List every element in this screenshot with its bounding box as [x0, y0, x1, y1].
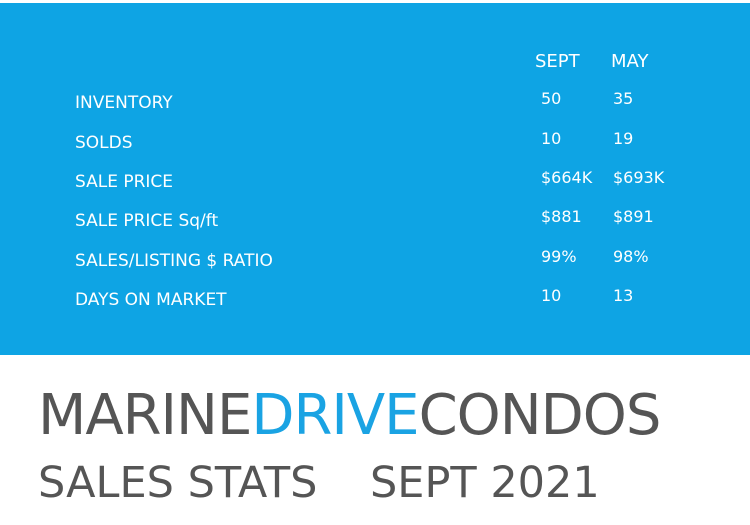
- row-label: DAYS ON MARKET: [75, 290, 227, 310]
- title: MARINEDRIVECONDOS: [38, 383, 662, 448]
- cell-value: 19: [613, 129, 634, 148]
- cell-value: 10: [541, 129, 562, 148]
- cell-value: 98%: [613, 247, 649, 266]
- cell-value: 50: [541, 89, 562, 108]
- date: SEPT 2021: [370, 458, 600, 508]
- row-label: SOLDS: [75, 133, 133, 153]
- subtitle: SALES STATS: [38, 458, 318, 508]
- cell-value: 13: [613, 286, 634, 305]
- title-part: DRIVE: [251, 383, 419, 448]
- title-part: CONDOS: [418, 383, 662, 448]
- column-header: SEPT: [535, 51, 580, 72]
- row-label: SALES/LISTING $ RATIO: [75, 251, 273, 271]
- cell-value: $881: [541, 207, 582, 226]
- cell-value: $664K: [541, 168, 593, 187]
- cell-value: 10: [541, 286, 562, 305]
- cell-value: $891: [613, 207, 654, 226]
- cell-value: $693K: [613, 168, 665, 187]
- column-header: MAY: [611, 51, 649, 72]
- cell-value: 99%: [541, 247, 577, 266]
- cell-value: 35: [613, 89, 634, 108]
- stats-panel: SEPT MAY INVENTORY 50 35 SOLDS 10 19 SALE PRICE $…: [0, 3, 750, 355]
- title-part: MARINE: [38, 383, 252, 448]
- row-label: SALE PRICE Sq/ft: [75, 211, 219, 231]
- row-label: SALE PRICE: [75, 172, 174, 192]
- row-label: INVENTORY: [75, 93, 173, 113]
